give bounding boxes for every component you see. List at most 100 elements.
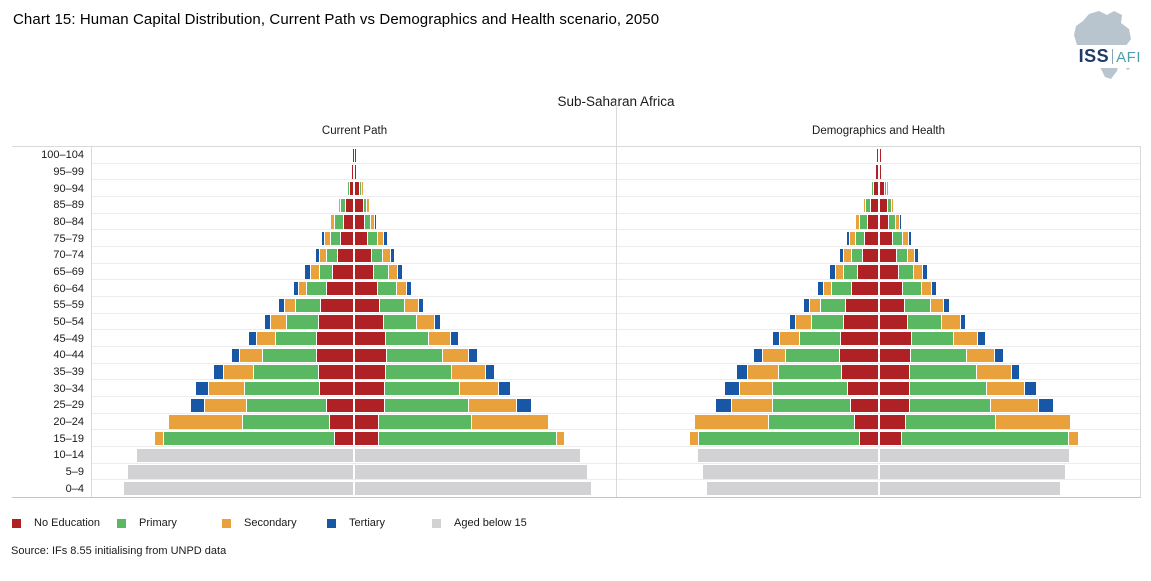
page-title: Chart 15: Human Capital Distribution, Cu… bbox=[13, 11, 660, 28]
gridline bbox=[617, 412, 1140, 414]
segment-secondary bbox=[809, 298, 820, 313]
age-axis-label: 20–24 bbox=[53, 415, 84, 428]
segment-secondary bbox=[844, 248, 851, 263]
segment-below15 bbox=[128, 465, 353, 479]
gridline bbox=[92, 462, 616, 464]
segment-primary bbox=[263, 348, 317, 363]
segment-secondary bbox=[371, 215, 375, 229]
segment-primary bbox=[912, 331, 953, 346]
pyramid-row-25–29 bbox=[617, 397, 1140, 414]
legend-label: Primary bbox=[139, 517, 177, 529]
plot-area: 100–104 95–99 90–94 85–89 80–84 75–79 70–74 65–… bbox=[12, 146, 1141, 498]
segment-no_education bbox=[355, 415, 378, 429]
gridline bbox=[92, 345, 616, 347]
row-right-half bbox=[879, 148, 1141, 163]
iss-afi-logo: ISS AFI bbox=[1057, 5, 1143, 81]
segment-secondary bbox=[224, 365, 253, 379]
segment-primary bbox=[778, 365, 842, 379]
segment-no_education bbox=[355, 398, 384, 413]
segment-primary bbox=[832, 281, 851, 296]
pyramid-row-85–89 bbox=[92, 197, 616, 214]
segment-no_education bbox=[879, 181, 884, 196]
segment-secondary bbox=[271, 315, 287, 329]
pyramid-row-60–64 bbox=[92, 280, 616, 297]
segment-no_education bbox=[879, 281, 902, 296]
panel-label-current-path: Current Path bbox=[321, 125, 388, 137]
segment-tertiary bbox=[397, 265, 402, 279]
pyramid-row-15–19 bbox=[92, 430, 616, 447]
segment-no_education bbox=[329, 415, 353, 429]
segment-primary bbox=[855, 231, 864, 246]
row-right-half bbox=[879, 365, 1141, 379]
segment-secondary bbox=[967, 348, 994, 363]
row-right-half bbox=[354, 331, 616, 346]
segment-below15 bbox=[879, 481, 1061, 496]
row-left-half bbox=[92, 181, 354, 196]
age-axis-label: 25–29 bbox=[53, 399, 84, 412]
pyramid-row-45–49 bbox=[92, 330, 616, 347]
segment-tertiary bbox=[908, 231, 911, 246]
row-right-half bbox=[354, 448, 616, 463]
segment-no_education bbox=[355, 198, 363, 213]
segment-tertiary bbox=[716, 398, 731, 413]
age-axis-label: 70–74 bbox=[53, 249, 84, 262]
segment-no_education bbox=[860, 431, 878, 446]
row-right-half bbox=[879, 281, 1141, 296]
segment-tertiary bbox=[375, 215, 377, 229]
segment-secondary bbox=[154, 431, 163, 446]
row-left-half bbox=[92, 398, 354, 413]
gridline bbox=[92, 412, 616, 414]
segment-primary bbox=[909, 398, 991, 413]
row-right-half bbox=[354, 298, 616, 313]
segment-secondary bbox=[902, 231, 908, 246]
segment-primary bbox=[385, 381, 460, 396]
gridline bbox=[92, 379, 616, 381]
segment-secondary bbox=[779, 331, 799, 346]
row-right-half bbox=[879, 415, 1141, 429]
row-left-half bbox=[92, 431, 354, 446]
segment-primary bbox=[307, 281, 326, 296]
pyramid-row-30–34 bbox=[617, 380, 1140, 397]
segment-primary bbox=[908, 315, 941, 329]
segment-below15 bbox=[702, 465, 878, 479]
segment-secondary bbox=[1069, 431, 1079, 446]
row-left-half bbox=[92, 415, 354, 429]
row-left-half bbox=[617, 198, 879, 213]
segment-primary bbox=[889, 215, 895, 229]
gridline bbox=[617, 229, 1140, 231]
segment-no_education bbox=[850, 398, 878, 413]
segment-no_education bbox=[879, 248, 896, 263]
gridline bbox=[92, 229, 616, 231]
segment-primary bbox=[785, 348, 839, 363]
pyramid-row-60–64 bbox=[617, 280, 1140, 297]
row-left-half bbox=[92, 265, 354, 279]
segment-secondary bbox=[731, 398, 772, 413]
segment-primary bbox=[799, 331, 840, 346]
pyramid-row-50–54 bbox=[617, 314, 1140, 331]
age-axis-label: 55–59 bbox=[53, 299, 84, 312]
segment-no_education bbox=[855, 415, 878, 429]
legend-label: Aged below 15 bbox=[454, 517, 527, 529]
age-axis-label: 15–19 bbox=[53, 432, 84, 445]
segment-no_education bbox=[876, 165, 878, 179]
segment-no_education bbox=[355, 315, 383, 329]
segment-tertiary bbox=[213, 365, 224, 379]
segment-tertiary bbox=[191, 398, 204, 413]
pyramid-row-40–44 bbox=[617, 347, 1140, 364]
segment-tertiary bbox=[516, 398, 532, 413]
segment-tertiary bbox=[829, 265, 835, 279]
age-axis-label: 35–39 bbox=[53, 365, 84, 378]
age-axis-label: 5–9 bbox=[65, 465, 84, 478]
segment-primary bbox=[377, 281, 397, 296]
legend-item-secondary: Secondary bbox=[222, 517, 327, 529]
segment-tertiary bbox=[1011, 365, 1020, 379]
row-right-half bbox=[879, 198, 1141, 213]
row-right-half bbox=[879, 215, 1141, 229]
segment-no_education bbox=[879, 381, 909, 396]
segment-no_education bbox=[879, 165, 881, 179]
segment-no_education bbox=[355, 265, 374, 279]
legend: No Education Primary Secondary Tertiary Aged… bbox=[12, 517, 527, 529]
row-right-half bbox=[879, 381, 1141, 396]
segment-no_education bbox=[851, 281, 878, 296]
